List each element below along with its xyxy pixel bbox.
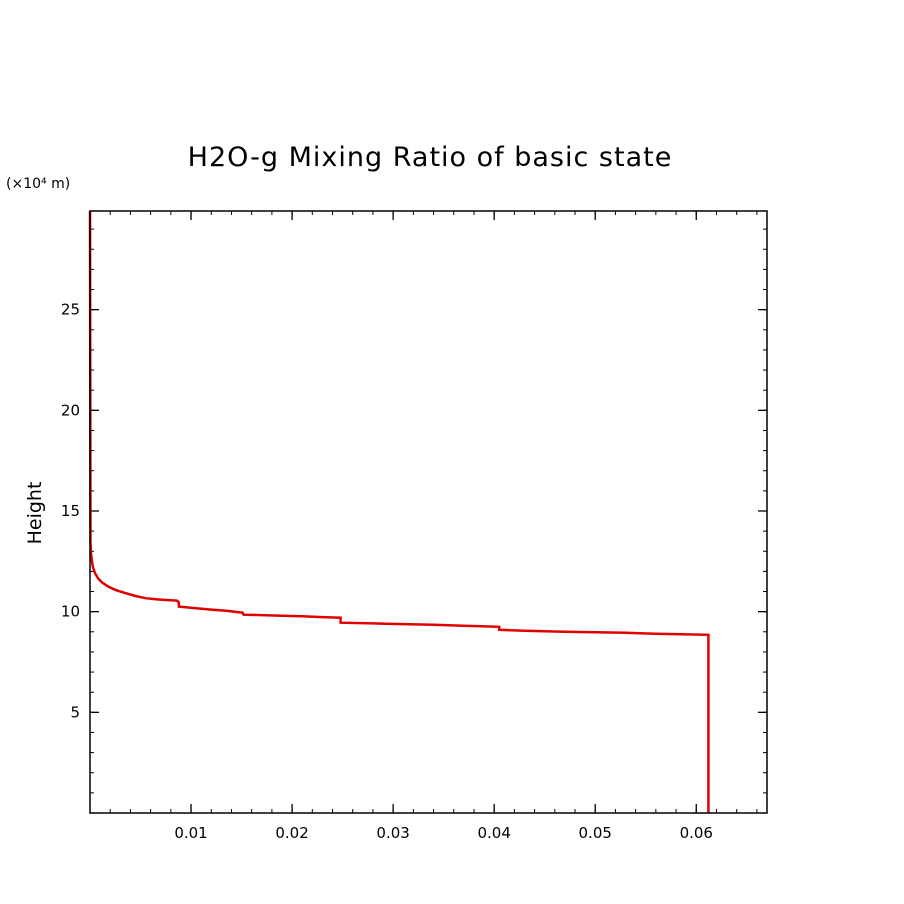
y-tick-label: 25: [61, 301, 80, 319]
plot-area-frame: [89, 210, 768, 814]
tick-labels: 0.01 0.02 0.03 0.04 0.05 0.06 5 10 15 20 25: [61, 301, 713, 842]
x-tick-label: 0.04: [477, 824, 510, 842]
h2o-mixing-ratio-line: [88, 210, 710, 813]
y-tick-label: 5: [70, 703, 80, 721]
y-tick-label: 15: [61, 502, 80, 520]
x-tick-label: 0.06: [680, 824, 713, 842]
major-ticks: [90, 211, 767, 813]
y-axis-unit-label: (×10⁴ m): [6, 176, 70, 192]
x-tick-label: 0.03: [376, 824, 409, 842]
x-tick-label: 0.02: [275, 824, 308, 842]
minor-ticks: [90, 211, 767, 813]
x-tick-label: 0.01: [174, 824, 207, 842]
x-tick-label: 0.05: [579, 824, 612, 842]
y-axis-label: Height: [24, 482, 46, 545]
y-tick-label: 20: [61, 401, 80, 419]
chart-title: H2O-g Mixing Ratio of basic state: [188, 142, 673, 173]
y-tick-label: 10: [61, 603, 80, 621]
